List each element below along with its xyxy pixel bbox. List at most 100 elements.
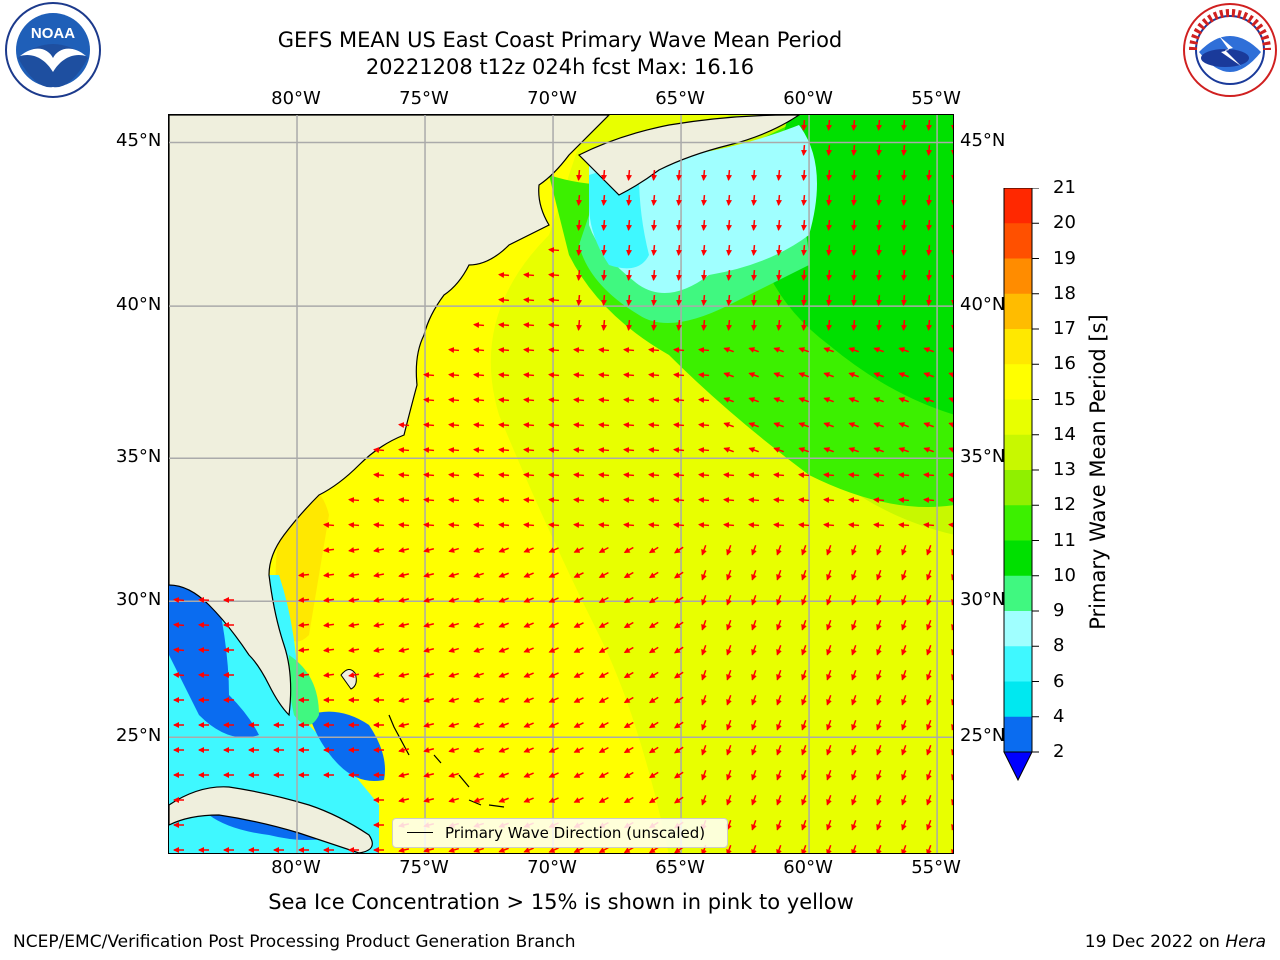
- wave-arrow: [323, 672, 335, 678]
- wave-arrow: [423, 622, 435, 628]
- wave-arrow: [523, 322, 535, 328]
- wave-arrow: [601, 169, 607, 181]
- wave-arrow: [398, 447, 410, 453]
- wave-arrow: [423, 722, 435, 728]
- wave-arrow: [573, 447, 585, 453]
- wave-arrow: [901, 269, 907, 281]
- map-panel[interactable]: [168, 114, 954, 854]
- wave-arrow: [673, 347, 685, 353]
- wave-arrow: [373, 647, 385, 653]
- wave-arrow: [323, 622, 335, 628]
- wave-arrow: [826, 770, 832, 781]
- wave-arrow: [826, 670, 832, 681]
- wave-arrow: [298, 597, 310, 603]
- wave-arrow: [473, 672, 484, 678]
- wave-arrow: [701, 745, 707, 756]
- wave-arrow: [826, 294, 832, 306]
- wave-arrow: [548, 797, 559, 803]
- wave-arrow: [548, 847, 559, 853]
- wave-arrow: [798, 347, 809, 353]
- wave-arrow: [948, 497, 953, 503]
- wave-arrow: [648, 397, 660, 403]
- wave-arrow: [698, 372, 710, 378]
- wave-arrow: [473, 847, 484, 853]
- legend-line-swatch: [407, 832, 433, 833]
- wave-arrow: [576, 194, 582, 206]
- wave-arrow: [648, 671, 659, 679]
- wave-arrow: [598, 397, 610, 403]
- wave-arrow: [801, 169, 807, 181]
- wave-arrow: [648, 571, 659, 579]
- wave-arrow: [674, 621, 684, 629]
- wave-arrow: [623, 696, 634, 704]
- wave-arrow: [548, 547, 559, 553]
- wave-arrow: [823, 397, 834, 403]
- wave-arrow: [876, 144, 882, 156]
- wave-arrow: [423, 422, 435, 428]
- wave-arrow: [573, 572, 584, 578]
- wave-arrow: [673, 447, 685, 453]
- wave-arrow: [898, 372, 909, 378]
- wave-arrow: [473, 697, 484, 703]
- wave-arrow: [926, 845, 932, 853]
- wave-arrow: [423, 447, 435, 453]
- wave-arrow: [423, 397, 435, 403]
- wave-arrow: [723, 397, 734, 403]
- map-canvas[interactable]: [169, 115, 954, 854]
- chart-title: GEFS MEAN US East Coast Primary Wave Mea…: [277, 28, 843, 52]
- wave-arrow: [801, 620, 807, 631]
- wave-arrow: [373, 672, 385, 678]
- wave-arrow: [573, 472, 585, 478]
- date-text: 19 Dec 2022 on: [1084, 932, 1226, 952]
- wave-arrow: [798, 372, 809, 378]
- wave-arrow: [398, 522, 410, 528]
- wave-arrow: [548, 472, 560, 478]
- wave-arrow: [851, 595, 857, 606]
- wave-arrow: [623, 721, 634, 729]
- wave-arrow: [701, 194, 707, 206]
- wave-arrow: [923, 522, 935, 528]
- wave-arrow: [851, 144, 857, 156]
- wave-arrow: [776, 720, 782, 731]
- lon-label-top: 65°W: [655, 88, 705, 109]
- wave-arrow: [173, 597, 185, 603]
- wave-arrow: [623, 671, 634, 679]
- wave-arrow: [851, 545, 857, 556]
- wave-arrow: [726, 670, 732, 681]
- graticule: [169, 115, 953, 853]
- wave-arrow: [851, 720, 857, 731]
- wave-arrow: [448, 597, 460, 603]
- wave-arrow: [448, 447, 460, 453]
- wave-arrow: [498, 422, 510, 428]
- wave-arrow: [901, 795, 907, 806]
- wave-arrow: [523, 672, 534, 678]
- wave-arrow: [901, 319, 907, 331]
- lat-label-right: 45°N: [960, 130, 1006, 152]
- wave-arrow: [851, 244, 857, 256]
- wave-arrow: [923, 397, 934, 403]
- wave-arrow: [523, 697, 534, 703]
- wave-arrow: [423, 847, 435, 853]
- wave-arrow: [826, 244, 832, 256]
- wave-arrow: [923, 447, 934, 453]
- lon-label-top: 70°W: [527, 88, 577, 109]
- wave-arrow: [776, 645, 782, 656]
- wave-arrow: [523, 622, 534, 628]
- wave-arrow: [674, 646, 684, 654]
- wave-arrow: [648, 546, 659, 554]
- lon-label-bottom: 70°W: [527, 857, 577, 878]
- wave-arrow: [623, 472, 635, 478]
- wave-arrow: [398, 847, 410, 853]
- wave-arrow: [876, 595, 882, 606]
- wave-arrow: [951, 623, 953, 631]
- wave-arrow: [523, 847, 534, 853]
- wave-arrow: [726, 795, 732, 806]
- wave-arrow: [823, 522, 835, 528]
- wave-arrow: [448, 497, 460, 503]
- wave-arrow: [751, 194, 757, 206]
- wave-arrow: [776, 820, 782, 831]
- wave-arrow: [901, 820, 907, 831]
- wave-arrow: [926, 770, 932, 781]
- wave-arrow: [648, 796, 659, 804]
- wave-arrow: [598, 721, 609, 729]
